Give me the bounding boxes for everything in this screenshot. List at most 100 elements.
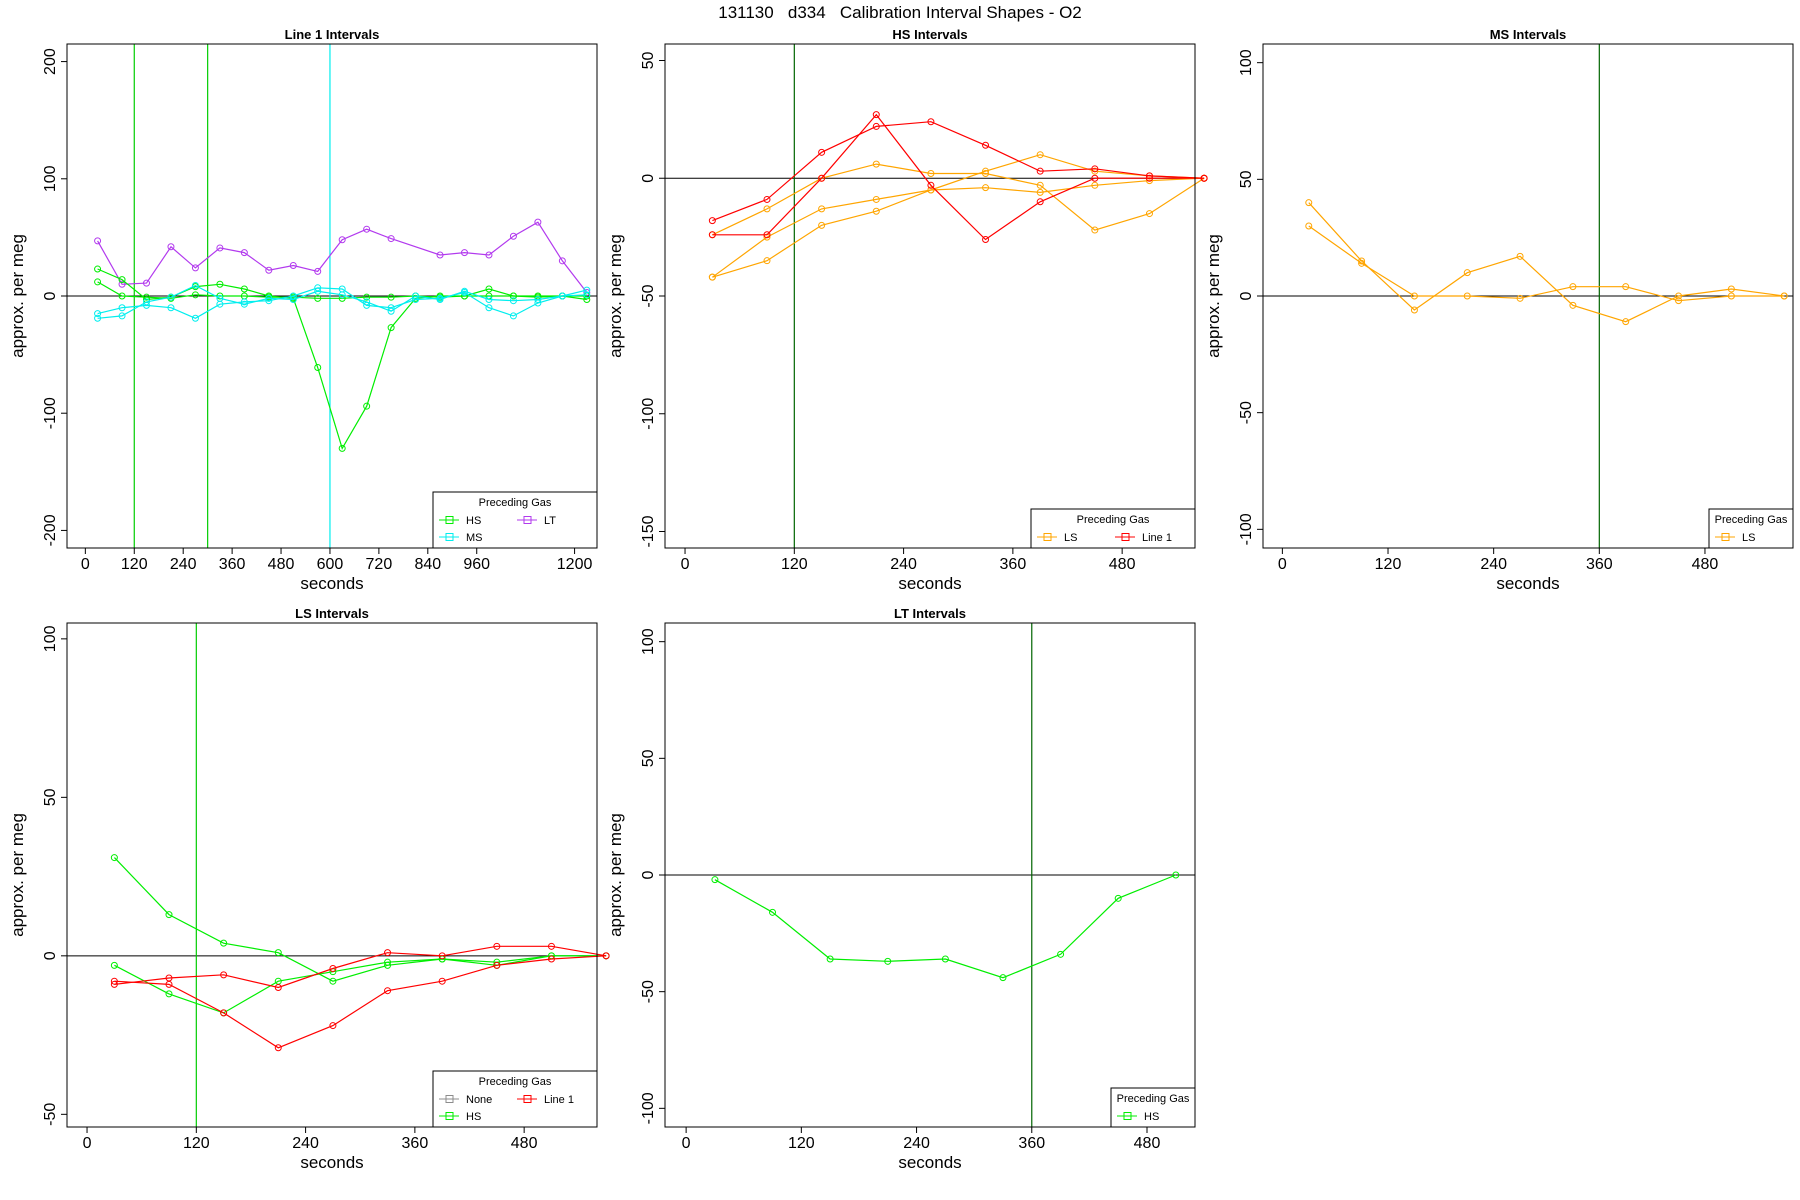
y-tick-label: 100 [640,628,657,655]
y-tick-label: 100 [42,625,59,652]
y-axis-label: approx. per meg [606,813,625,937]
data-point [485,304,493,312]
x-axis-label: seconds [300,1153,363,1172]
data-point [763,205,771,213]
x-axis-label: seconds [1496,574,1559,593]
data-point [1727,292,1735,300]
y-tick-label: 0 [42,951,59,960]
series-line [1308,202,1785,323]
data-point [1569,283,1577,291]
data-point [1569,301,1577,309]
data-point [274,949,282,957]
data-point [143,298,150,306]
x-tick-label: 0 [83,1135,92,1152]
legend-entry-label: HS [466,515,481,527]
chart-panel: HS Intervals 0 120 240 360 480 seconds -150 -100… [606,27,1208,593]
data-point [1305,199,1313,207]
data-point [436,296,444,304]
data-point [191,291,199,299]
y-tick-label: 50 [640,749,657,767]
legend-entry-label: LS [1742,532,1755,544]
panel-title: Line 1 Intervals [285,27,380,42]
legend-swatch-marker [445,1095,454,1103]
data-point [982,235,990,243]
data-point [534,296,542,304]
plot-frame [664,43,1196,549]
x-tick-label: 0 [1278,556,1287,573]
data-point [165,980,173,988]
y-tick-label: -50 [640,980,657,1003]
data-point [982,167,990,175]
data-point [216,294,224,302]
data-point [1114,894,1122,902]
page-title: 131130 d334 Calibration Interval Shapes … [718,3,1082,22]
legend-swatch-marker [1043,533,1052,541]
data-point [485,296,493,304]
legend-entry-label: Line 1 [1142,532,1172,544]
data-point [1675,292,1683,300]
data-point [387,235,395,243]
data-point [289,296,297,304]
legend-box [1708,508,1794,549]
series-line [714,874,1177,979]
data-point [1145,177,1153,185]
x-tick-label: 360 [219,556,246,573]
data-point [1145,172,1153,180]
data-point [872,160,880,168]
data-point [1091,167,1099,175]
data-point [363,402,371,410]
x-tick-label: 0 [681,556,690,573]
data-point [240,300,248,308]
data-point [329,977,337,985]
y-tick-label: -50 [42,1103,59,1126]
data-point [509,297,517,305]
y-tick-label: -50 [1238,401,1255,424]
data-point [314,363,322,371]
data-point [763,231,771,239]
x-tick-label: 840 [414,556,441,573]
data-point [329,1022,337,1030]
x-tick-label: 120 [121,556,148,573]
data-point [94,314,102,322]
data-point [94,278,102,286]
data-point [438,952,446,960]
x-tick-label: 480 [268,556,295,573]
chart-panel: LS Intervals 0 120 240 360 480 seconds -50 0 50 10… [8,606,610,1172]
y-axis-label: approx. per meg [606,234,625,358]
data-point [118,280,126,288]
data-point [118,304,126,312]
x-tick-label: 120 [1375,556,1402,573]
data-point [818,221,826,229]
x-tick-label: 240 [1480,556,1507,573]
data-point [191,264,199,272]
x-tick-label: 120 [788,1135,815,1152]
data-point [1091,165,1099,173]
legend: Preceding Gas HS [1110,1087,1196,1128]
y-tick-label: 50 [42,788,59,806]
data-point [220,971,228,979]
data-point [384,958,392,966]
y-axis-label: approx. per meg [1204,234,1223,358]
x-tick-label: 120 [781,556,808,573]
data-point [493,961,501,969]
data-point [1036,167,1044,175]
data-point [314,287,322,295]
data-point [818,148,826,156]
data-point [558,257,566,265]
data-point [763,195,771,203]
data-point [220,1009,228,1017]
data-point [240,249,248,257]
legend-box [432,491,598,549]
x-tick-label: 360 [1000,556,1027,573]
data-point [265,294,273,302]
data-point [363,298,371,306]
data-point [1036,181,1044,189]
x-tick-label: 360 [1018,1135,1045,1152]
legend-entry-label: Line 1 [544,1094,574,1106]
series-line [712,154,1205,278]
data-point [191,281,199,289]
data-point [436,251,444,259]
legend-entry-label: LT [544,515,556,527]
data-point [818,205,826,213]
